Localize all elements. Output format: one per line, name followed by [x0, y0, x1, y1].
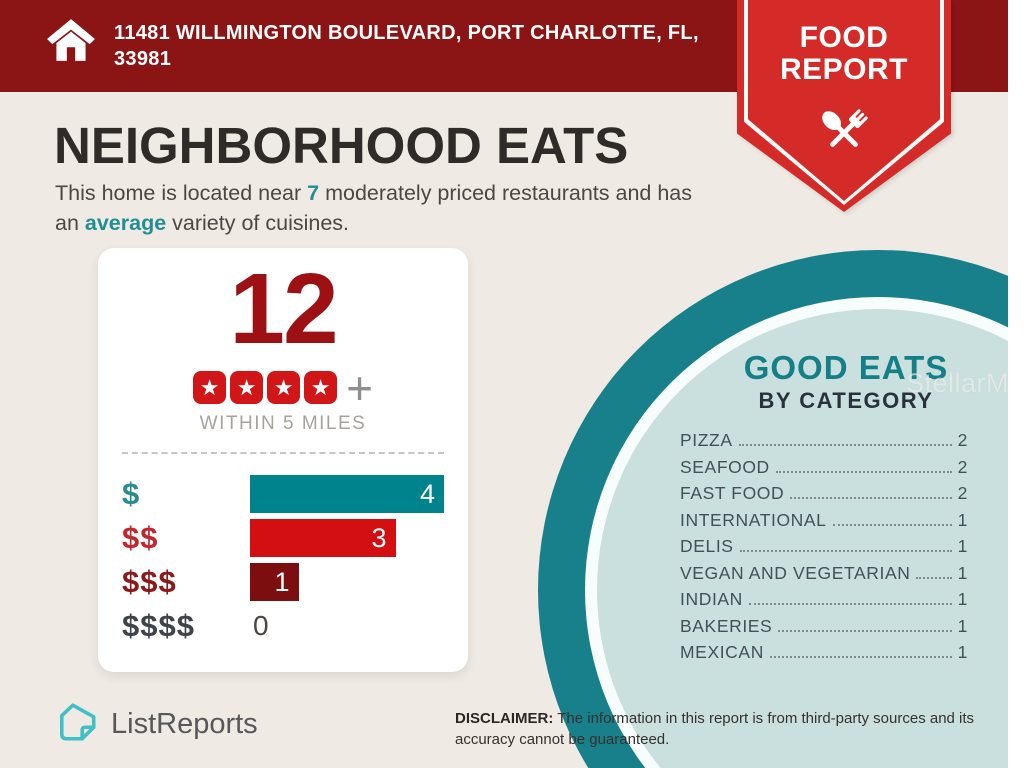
ribbon-title: FOOD REPORT — [737, 21, 951, 87]
price-tier-row: $4 — [122, 475, 444, 513]
price-tier-label: $ — [122, 476, 141, 511]
page-title: NEIGHBORHOOD EATS — [54, 117, 629, 174]
category-row: INTERNATIONAL 1 — [680, 510, 968, 537]
disclaimer: DISCLAIMER: The information in this repo… — [455, 708, 990, 751]
category-row: BAKERIES 1 — [680, 616, 968, 643]
ribbon-title-line1: FOOD — [799, 21, 889, 54]
category-list: PIZZA 2 SEAFOOD 2 FAST FOOD 2 INTERNATIONAL 1 DE… — [680, 430, 968, 669]
price-bar-zone: 4 — [250, 475, 444, 513]
category-row: INDIAN 1 — [680, 589, 968, 616]
star-icon: ★ — [304, 371, 338, 404]
price-bar-value: 1 — [274, 566, 290, 597]
price-tier-label: $$$$ — [122, 608, 195, 643]
subtitle-text: This home is located near — [55, 181, 308, 205]
category-count: 2 — [957, 483, 968, 504]
brand-name: ListReports — [111, 708, 258, 740]
good-eats-panel: GOOD EATS BY CATEGORY PIZZA 2 SEAFOOD 2 FAST… — [680, 349, 968, 669]
category-name: PIZZA — [680, 430, 733, 451]
price-bar-zone: 3 — [250, 519, 444, 557]
disclaimer-text: The information in this report is from t… — [455, 710, 975, 749]
category-name: INTERNATIONAL — [680, 509, 827, 530]
restaurant-count-card: 12 ★ ★ ★ ★ + WITHIN 5 MILES $4 $$ 3 $$$ 1 $$$$ 0 — [98, 248, 468, 672]
dotted-leader — [769, 656, 952, 659]
star-icon: ★ — [193, 371, 227, 404]
plus-icon: + — [346, 361, 373, 414]
dotted-leader — [790, 497, 952, 500]
price-bar-value: 3 — [371, 522, 387, 553]
subtitle-text: variety of cuisines. — [166, 211, 350, 236]
price-tier-row: $$$$ 0 — [122, 607, 444, 645]
price-zero-value: 0 — [253, 610, 269, 641]
dotted-leader — [916, 576, 952, 579]
dashed-divider — [122, 452, 444, 454]
price-tier-bar-chart: $4 $$ 3 $$$ 1 $$$$ 0 — [122, 475, 444, 645]
star-rating-row: ★ ★ ★ ★ + — [122, 361, 444, 414]
price-bar: 4 — [250, 475, 444, 513]
category-row: VEGAN AND VEGETARIAN 1 — [680, 563, 968, 590]
category-name: VEGAN AND VEGETARIAN — [680, 562, 911, 583]
category-count: 1 — [957, 642, 968, 663]
price-tier-label: $$$ — [122, 564, 177, 599]
listreports-brand: ListReports — [56, 700, 258, 749]
category-count: 2 — [957, 456, 968, 477]
page-subtitle: This home is located near 7 moderately p… — [55, 178, 720, 238]
subtitle-text: moderately priced restaurants and has an — [55, 181, 692, 236]
good-eats-title: GOOD EATS — [743, 349, 949, 386]
dotted-leader — [832, 523, 952, 526]
price-bar-zone: 0 — [250, 607, 444, 645]
restaurant-total-count: 12 — [229, 253, 338, 365]
dotted-leader — [778, 629, 952, 632]
price-tier-row: $$$ 1 — [122, 563, 444, 601]
disclaimer-label: DISCLAIMER: — [455, 710, 554, 727]
star-icon: ★ — [267, 371, 301, 404]
price-tier-label: $$ — [122, 520, 159, 555]
category-row: SEAFOOD 2 — [680, 457, 968, 484]
price-bar: 3 — [250, 519, 396, 557]
category-count: 1 — [957, 562, 968, 583]
category-name: SEAFOOD — [680, 456, 770, 477]
radius-caption: WITHIN 5 MILES — [199, 413, 367, 434]
price-bar: 1 — [250, 563, 299, 601]
category-count: 1 — [957, 589, 968, 610]
variety-highlight: average — [84, 211, 167, 236]
price-tier-row: $$ 3 — [122, 519, 444, 557]
category-row: DELIS 1 — [680, 536, 968, 563]
dotted-leader — [775, 470, 952, 473]
food-report-ribbon: FOOD REPORT — [737, 0, 951, 212]
price-bar-zone: 1 — [250, 563, 444, 601]
dotted-leader — [748, 603, 952, 606]
home-icon — [46, 17, 96, 68]
category-count: 1 — [957, 509, 968, 530]
price-bar-value: 4 — [419, 478, 435, 509]
category-name: INDIAN — [680, 589, 743, 610]
category-count: 1 — [957, 615, 968, 636]
listreports-logo-icon — [56, 700, 100, 749]
good-eats-subtitle: BY CATEGORY — [758, 388, 934, 414]
star-icon: ★ — [230, 371, 264, 404]
category-row: PIZZA 2 — [680, 430, 968, 457]
category-name: BAKERIES — [680, 615, 773, 636]
mls-watermark: StellarMLS — [906, 368, 1008, 398]
category-row: MEXICAN 1 — [680, 642, 968, 669]
crossed-spoon-fork-icon — [811, 100, 877, 171]
category-name: FAST FOOD — [680, 483, 785, 504]
category-name: DELIS — [680, 536, 734, 557]
ribbon-title-line2: REPORT — [779, 53, 908, 87]
dotted-leader — [738, 444, 952, 447]
good-eats-heading: GOOD EATS BY CATEGORY — [702, 349, 990, 414]
category-count: 2 — [957, 430, 968, 451]
property-address: 11481 WILLMINGTON BOULEVARD, PORT CHARLO… — [114, 22, 699, 70]
category-count: 1 — [957, 536, 968, 557]
restaurant-count-highlight: 7 — [307, 181, 320, 205]
dotted-leader — [739, 550, 952, 553]
category-row: FAST FOOD 2 — [680, 483, 968, 510]
category-name: MEXICAN — [680, 642, 764, 663]
